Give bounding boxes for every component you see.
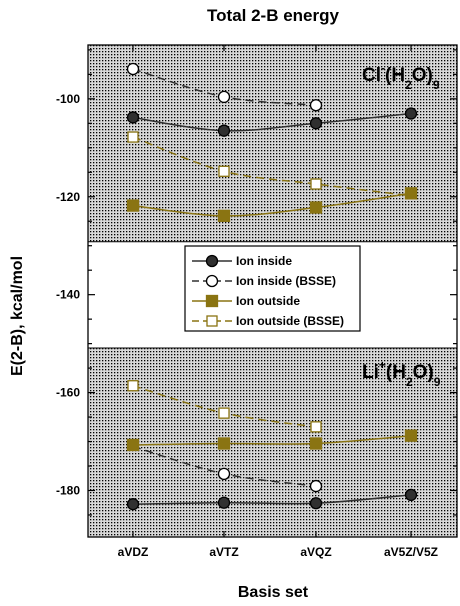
svg-text:Li+(H2O)9: Li+(H2O)9 xyxy=(362,358,441,389)
point-1-2-0 xyxy=(126,438,140,452)
legend-marker xyxy=(205,294,219,308)
band-dots-1 xyxy=(88,348,457,537)
y-tick-labels: -180 -160 -140 -120 -100 xyxy=(56,92,80,498)
legend-item-2: Ion outside xyxy=(192,294,300,308)
legend-marker xyxy=(206,315,218,327)
point-0-0-3 xyxy=(404,107,418,120)
series-0-2 xyxy=(126,187,418,223)
point-1-2-3 xyxy=(404,429,418,442)
legend-label: Ion inside xyxy=(236,254,292,268)
chart-title: Total 2-B energy xyxy=(207,6,339,25)
legend-label: Ion inside (BSSE) xyxy=(236,274,336,288)
point-0-2-0 xyxy=(126,199,140,212)
point-0-3-2 xyxy=(310,178,322,190)
shaded-bands xyxy=(88,44,457,538)
point-1-1-1 xyxy=(217,467,231,480)
point-1-1-2 xyxy=(309,479,323,493)
series-line-0-2 xyxy=(132,192,412,217)
point-0-2-3 xyxy=(404,187,418,200)
series-line-1-0 xyxy=(132,494,412,505)
legend-item-3: Ion outside (BSSE) xyxy=(192,314,344,328)
y-tick-label: -140 xyxy=(56,288,80,302)
point-0-1-1 xyxy=(217,90,231,104)
legend-label: Ion outside (BSSE) xyxy=(236,314,344,328)
x-tick-label: aV5Z/V5Z xyxy=(384,545,438,559)
series-layer xyxy=(126,62,418,511)
svg-text:Cl-(H2O)9: Cl-(H2O)9 xyxy=(362,61,440,92)
point-1-3-0 xyxy=(127,380,139,392)
point-1-0-0 xyxy=(126,498,140,511)
annotation-chloride-cluster: Cl-(H2O)9 xyxy=(362,61,440,92)
series-1-3 xyxy=(127,380,322,433)
point-1-0-2 xyxy=(309,497,323,510)
point-1-3-1 xyxy=(218,407,230,419)
series-line-1-2 xyxy=(132,434,412,446)
series-0-0 xyxy=(126,107,418,137)
plot-frame xyxy=(87,44,458,538)
x-tick-label: aVTZ xyxy=(209,545,238,559)
point-1-0-3 xyxy=(404,488,418,502)
point-0-2-2 xyxy=(309,201,323,214)
point-0-0-2 xyxy=(309,117,323,130)
legend-label: Ion outside xyxy=(236,294,300,308)
point-1-2-1 xyxy=(217,437,231,450)
y-tick-label: -120 xyxy=(56,190,80,204)
point-0-2-1 xyxy=(217,209,231,223)
point-1-2-2 xyxy=(309,437,323,450)
point-0-1-0 xyxy=(126,62,140,76)
series-line-0-3 xyxy=(132,136,412,197)
legend: Ion inside Ion inside (BSSE) Ion outside Io… xyxy=(184,245,361,332)
series-line-0-0 xyxy=(132,112,412,132)
point-0-0-0 xyxy=(126,111,140,124)
point-0-0-1 xyxy=(217,124,231,137)
x-tick-labels: aVDZ aVTZ aVQZ aV5Z/V5Z xyxy=(118,545,438,559)
annotation-lithium-cluster: Li+(H2O)9 xyxy=(362,358,441,389)
y-tick-label: -100 xyxy=(56,92,80,106)
point-1-3-2 xyxy=(310,421,322,433)
series-1-0 xyxy=(126,488,418,511)
point-0-3-0 xyxy=(127,131,139,143)
series-0-3 xyxy=(127,131,412,197)
y-tick-label: -160 xyxy=(56,386,80,400)
point-0-1-2 xyxy=(309,99,323,112)
legend-item-0: Ion inside xyxy=(192,254,292,268)
legend-item-1: Ion inside (BSSE) xyxy=(192,274,336,288)
series-1-1 xyxy=(132,445,323,493)
y-axis-title: E(2-B), kcal/mol xyxy=(9,256,26,376)
axes-layer xyxy=(87,44,458,538)
x-tick-label: aVQZ xyxy=(300,545,331,559)
series-0-1 xyxy=(126,62,323,112)
point-0-3-1 xyxy=(218,165,230,177)
legend-marker xyxy=(205,274,219,288)
series-1-2 xyxy=(126,429,418,452)
x-tick-label: aVDZ xyxy=(118,545,149,559)
legend-marker xyxy=(205,254,219,268)
y-tick-label: -180 xyxy=(56,483,80,497)
point-1-0-1 xyxy=(217,496,231,509)
x-axis-title: Basis set xyxy=(238,584,309,601)
